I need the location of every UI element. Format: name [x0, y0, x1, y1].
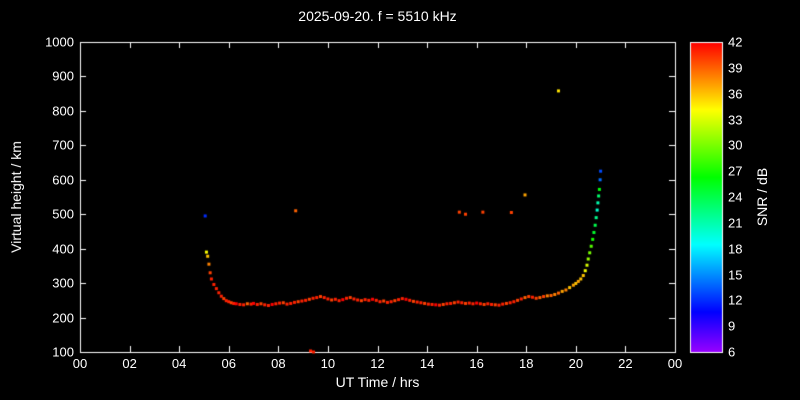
cb-tick-label: 24 — [728, 189, 743, 205]
cb-tick-label: 36 — [728, 86, 743, 102]
cb-tick-label: 30 — [728, 137, 743, 153]
y-axis-label: Virtual height / km — [8, 141, 24, 253]
chart-title: 2025-09-20. f = 5510 kHz — [298, 8, 457, 24]
colorbar-label: SNR / dB — [754, 167, 770, 227]
cb-tick-label: 15 — [728, 267, 743, 282]
cb-tick-label: 33 — [728, 112, 743, 127]
cb-tick-label: 27 — [728, 163, 743, 179]
x-tick-label: 02 — [122, 356, 137, 371]
x-tick-label: 06 — [221, 356, 236, 371]
x-tick-label: 14 — [419, 356, 435, 371]
cb-tick-label: 12 — [728, 292, 743, 308]
x-tick-label: 22 — [618, 356, 633, 371]
cb-tick-label: 42 — [728, 34, 743, 50]
x-tick-label: 18 — [519, 356, 534, 371]
x-axis-label: UT Time / hrs — [335, 374, 420, 390]
y-tick-label: 100 — [52, 344, 74, 360]
x-tick-label: 04 — [171, 356, 187, 371]
x-tick-label: 20 — [568, 356, 584, 371]
y-tick-label: 200 — [52, 310, 74, 326]
y-tick-label: 600 — [52, 172, 74, 188]
x-tick-label: 10 — [320, 356, 336, 371]
cb-tick-label: 9 — [728, 318, 736, 334]
x-tick-label: 08 — [271, 356, 286, 371]
y-tick-label: 900 — [52, 68, 74, 84]
y-tick-label: 800 — [52, 103, 74, 119]
cb-tick-label: 6 — [728, 344, 736, 360]
x-tick-label: 00 — [72, 356, 88, 371]
cb-tick-label: 18 — [728, 241, 743, 257]
y-tick-label: 300 — [52, 275, 74, 291]
cb-tick-label: 39 — [728, 60, 743, 76]
y-tick-label: 400 — [52, 241, 74, 257]
x-tick-label: 00 — [667, 356, 683, 371]
y-tick-label: 700 — [52, 137, 74, 153]
cb-tick-label: 21 — [728, 215, 743, 231]
y-tick-label: 1000 — [45, 34, 74, 50]
x-tick-label: 12 — [370, 356, 385, 371]
y-tick-label: 500 — [52, 206, 74, 222]
x-tick-label: 16 — [469, 356, 484, 371]
